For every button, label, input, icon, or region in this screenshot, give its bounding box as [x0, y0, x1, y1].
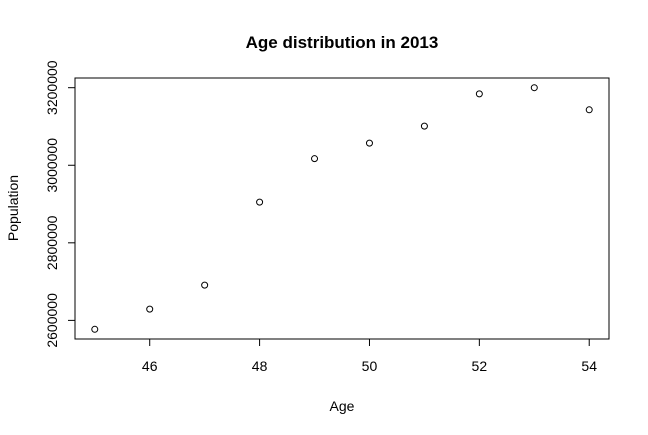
point: [146, 305, 154, 313]
y-axis-label: Population: [5, 175, 21, 241]
point: [365, 139, 373, 147]
y-tick-label: 2600000: [44, 293, 60, 348]
point: [475, 90, 483, 98]
x-tick-label: 52: [472, 358, 488, 374]
point: [256, 198, 264, 206]
point: [530, 84, 538, 92]
y-tick-label: 3200000: [44, 60, 60, 115]
point: [420, 122, 428, 130]
point: [585, 106, 593, 114]
chart-title: Age distribution in 2013: [246, 33, 439, 52]
x-axis-label: Age: [330, 398, 355, 414]
x-tick-label: 48: [252, 358, 268, 374]
point: [91, 325, 99, 333]
x-tick-label: 54: [581, 358, 597, 374]
point: [311, 155, 319, 163]
x-tick-label: 50: [362, 358, 378, 374]
point: [201, 281, 209, 289]
plot-frame: [74, 77, 610, 340]
y-tick-label: 3000000: [44, 138, 60, 193]
x-tick-label: 46: [142, 358, 158, 374]
y-tick-label: 2800000: [44, 215, 60, 270]
